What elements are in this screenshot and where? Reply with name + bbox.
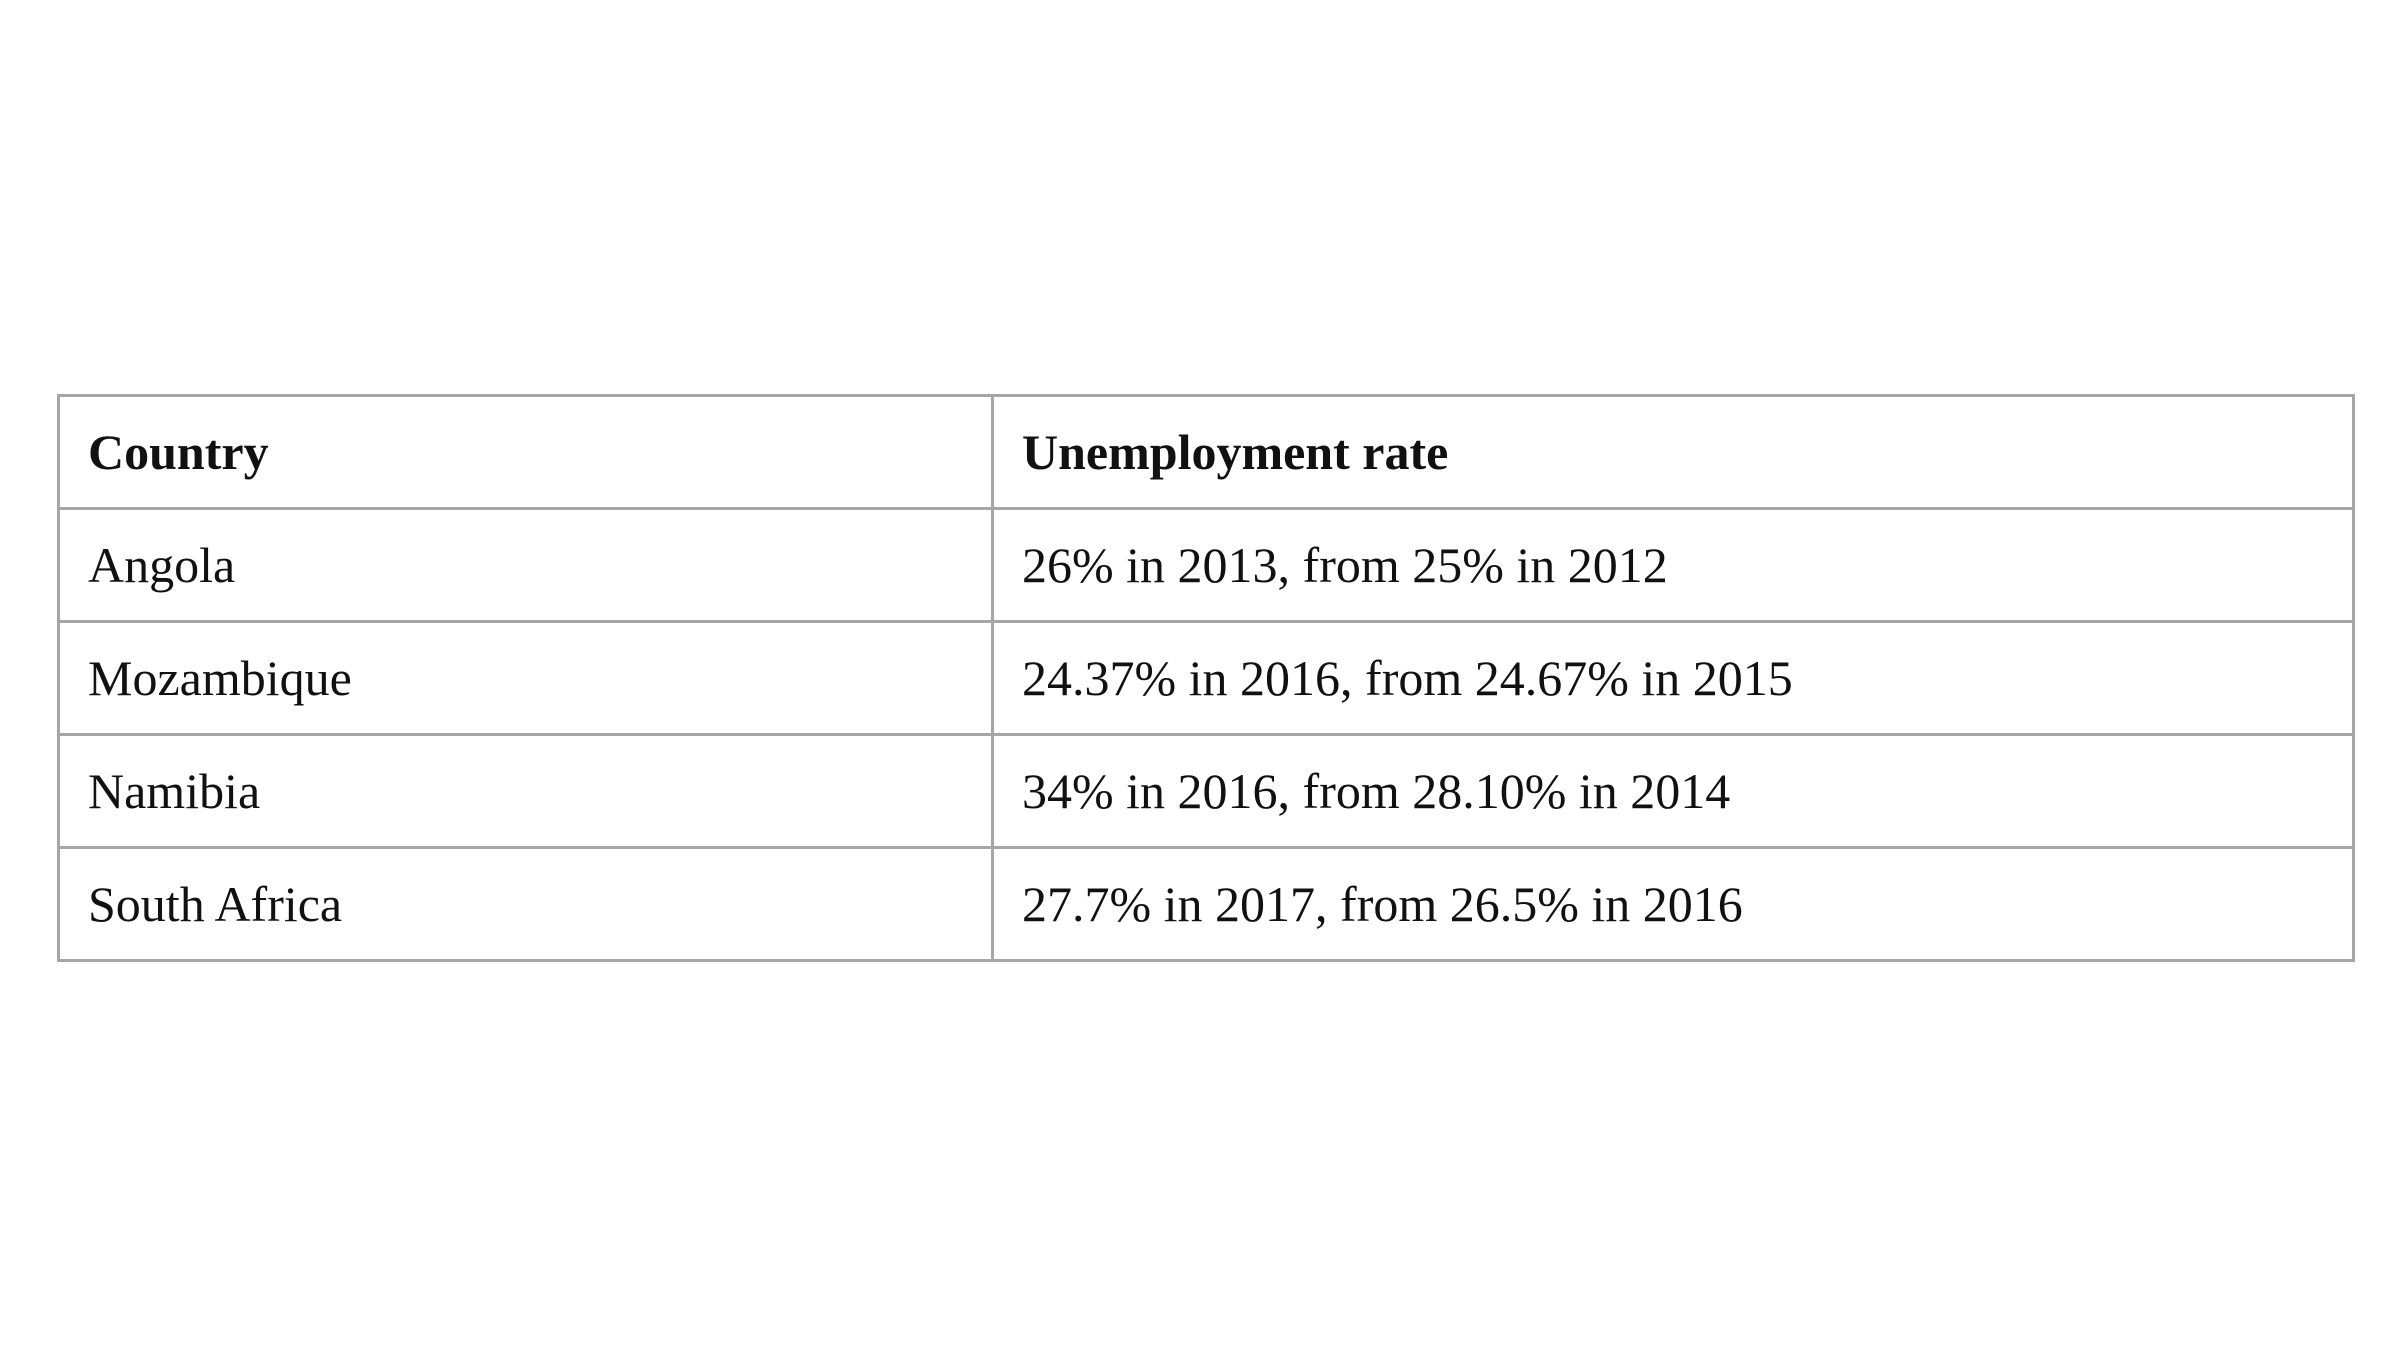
rate-cell: 24.37% in 2016, from 24.67% in 2015 [991,620,2355,736]
header-cell: Unemployment rate [991,394,2355,510]
header-row: Country Unemployment rate [57,394,2355,510]
table-row: Mozambique 24.37% in 2016, from 24.67% in… [57,620,2355,736]
country-cell: Mozambique [57,620,994,736]
rate-cell: 34% in 2016, from 28.10% in 2014 [991,733,2355,849]
country-cell: Namibia [57,733,994,849]
rate-cell: 27.7% in 2017, from 26.5% in 2016 [991,846,2355,962]
header-cell: Country [57,394,994,510]
country-cell: Angola [57,507,994,623]
country-cell: South Africa [57,846,994,962]
table-row: Namibia 34% in 2016, from 28.10% in 2014 [57,733,2355,849]
table-body: Angola 26% in 2013, from 25% in 2012 Mozam… [57,507,2355,962]
table-row: Angola 26% in 2013, from 25% in 2012 [57,507,2355,623]
rate-cell: 26% in 2013, from 25% in 2012 [991,507,2355,623]
data-table: Country Unemployment rate Angola 26% in 2… [57,394,2355,962]
table-row: South Africa 27.7% in 2017, from 26.5% in… [57,846,2355,962]
